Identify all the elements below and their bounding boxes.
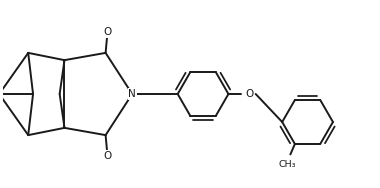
Text: O: O (103, 27, 112, 37)
Text: O: O (103, 151, 112, 161)
Text: O: O (245, 89, 253, 99)
Text: N: N (128, 89, 136, 99)
Text: CH₃: CH₃ (279, 160, 296, 169)
